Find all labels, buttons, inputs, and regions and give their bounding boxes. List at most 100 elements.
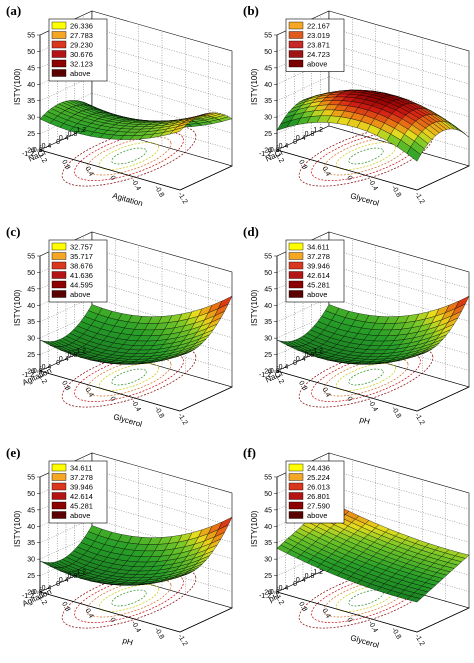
legend-label: 34.611 — [307, 243, 329, 252]
depth-tick-label: 0 — [293, 360, 297, 367]
legend-label: 29.230 — [70, 41, 93, 50]
y-axis-label: ISTY(100) — [13, 510, 22, 547]
x-axis-title: Glycerol — [112, 412, 143, 429]
axis-edge — [179, 607, 233, 633]
z-tick-label: 20 — [264, 148, 272, 155]
legend-swatch — [51, 40, 67, 49]
surface-cell — [169, 353, 184, 359]
legend-label: 22.167 — [307, 22, 330, 31]
depth-tick-label: -0.4 — [276, 585, 288, 592]
panel-label: (c) — [6, 224, 20, 239]
depth-tick-label: -1.2 — [22, 151, 34, 158]
legend-swatch — [51, 511, 67, 519]
depth-tick-label: -0.8 — [31, 368, 43, 375]
surface-cell — [169, 574, 184, 580]
depth-tick-label: -0.8 — [31, 147, 43, 154]
legend-label: 30.676 — [70, 50, 93, 59]
axis-edge — [179, 386, 233, 412]
legend-label: 38.676 — [70, 262, 93, 271]
x-tick-label: 0 — [108, 617, 116, 624]
depth-tick-label: 0.4 — [59, 577, 69, 584]
x-tick-label: 0.8 — [297, 380, 308, 392]
legend-label: 27.590 — [307, 502, 330, 511]
floor-contours — [61, 125, 197, 187]
legend-swatch — [288, 271, 304, 279]
x-tick-label: -0.4 — [367, 620, 379, 634]
depth-tick-label: -1.2 — [22, 372, 34, 379]
legend-swatch — [51, 59, 67, 68]
depth-tick-label: 0 — [56, 581, 60, 588]
x-tick-label: 1.2 — [274, 152, 285, 164]
depth-tick-label: 0.4 — [296, 577, 306, 584]
x-tick-label: 0 — [345, 617, 353, 624]
depth-tick-label: 0.4 — [296, 135, 306, 142]
legend-label: 32.123 — [70, 60, 93, 69]
surface-mesh — [276, 295, 470, 365]
z-tick-label: 50 — [27, 491, 35, 498]
x-tick-label: 0 — [345, 396, 353, 403]
legend-swatch — [51, 50, 67, 58]
x-tick-label: -1.2 — [413, 412, 425, 426]
x-tick-label: 1.2 — [37, 373, 48, 385]
x-tick-label: 0.8 — [60, 380, 71, 392]
depth-tick-label: -1.2 — [259, 372, 271, 379]
axis-edge — [416, 607, 470, 633]
axis-edge — [39, 149, 181, 191]
z-tick-label: 30 — [264, 115, 272, 122]
y-axis-label: ISTY(100) — [13, 289, 22, 326]
legend-swatch — [51, 290, 67, 298]
legend-swatch — [51, 482, 67, 491]
legend-label: 37.278 — [307, 252, 330, 261]
z-tick-label: 50 — [264, 491, 272, 498]
z-tick-label: 40 — [27, 524, 35, 531]
x-axis-title: pH — [359, 415, 372, 427]
x-tick-label: -1.2 — [176, 633, 188, 647]
legend-label: above — [70, 290, 90, 299]
depth-tick-label: -0.4 — [39, 364, 51, 371]
legend-label: 44.595 — [70, 281, 93, 290]
depth-tick-label: 1.2 — [313, 127, 323, 134]
contour-line — [99, 363, 159, 391]
depth-tick-label: 0 — [293, 581, 297, 588]
x-tick-label: -0.8 — [390, 185, 402, 199]
z-tick-label: 25 — [264, 573, 272, 580]
z-tick-label: 55 — [264, 254, 272, 261]
x-tick-label: -0.4 — [130, 399, 142, 413]
legend-label: 37.278 — [70, 473, 93, 482]
legend-swatch — [288, 261, 304, 270]
z-tick-label: 50 — [27, 49, 35, 56]
x-tick-label: -0.4 — [130, 620, 142, 634]
surface-mesh — [276, 501, 470, 603]
z-tick-label: 20 — [27, 148, 35, 155]
contour-line — [99, 142, 159, 170]
z-tick-label: 40 — [27, 303, 35, 310]
axis-edge — [276, 591, 418, 633]
x-axis-title: Glycerol — [349, 191, 380, 208]
y-axis-label: ISTY(100) — [250, 289, 259, 326]
contour-line — [74, 131, 184, 181]
z-tick-label: 20 — [27, 590, 35, 597]
x-tick-label: 0.4 — [321, 608, 332, 620]
z-tick-label: 40 — [264, 303, 272, 310]
x-tick-label: 0.4 — [321, 166, 332, 178]
depth-tick-label: -0.8 — [31, 589, 43, 596]
x-tick-label: 0 — [345, 175, 353, 182]
legend-swatch — [288, 59, 304, 68]
depth-tick-label: 0 — [293, 139, 297, 146]
depth-tick-label: 1.2 — [76, 569, 86, 576]
axis-edge — [416, 165, 470, 191]
legend-label: above — [70, 511, 90, 520]
legend-label: 42.614 — [70, 492, 93, 501]
x-tick-label: 1.2 — [274, 594, 285, 606]
contour-line — [74, 573, 184, 623]
x-tick-label: -0.4 — [367, 399, 379, 413]
z-tick-label: 20 — [264, 590, 272, 597]
